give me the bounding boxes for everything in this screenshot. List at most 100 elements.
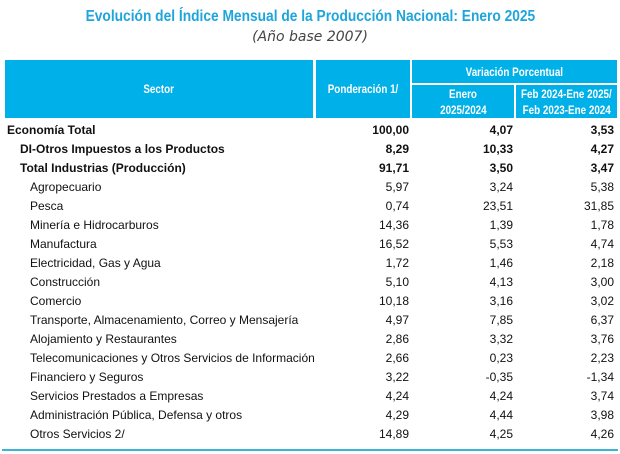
sector-cell: Telecomunicaciones y Otros Servicios de … xyxy=(30,351,315,365)
periodo-cell: 3,00 xyxy=(590,275,614,289)
header-periodo: Feb 2024-Ene 2025/ Feb 2023-Ene 2024 xyxy=(516,85,617,118)
sector-cell: Administración Pública, Defensa y otros xyxy=(30,408,243,422)
table-row: Agropecuario 5,97 3,24 5,38 xyxy=(0,178,620,197)
header-variacion: Variación Porcentual xyxy=(412,60,617,83)
table-row: Transporte, Almacenamiento, Correo y Men… xyxy=(0,311,620,330)
table-row: Pesca 0,74 23,51 31,85 xyxy=(0,197,620,216)
header-periodo-line2: Feb 2023-Ene 2024 xyxy=(522,102,611,117)
header-ponderacion-text: Ponderación 1/ xyxy=(327,82,399,96)
enero-cell: 3,32 xyxy=(489,332,513,346)
periodo-cell: 1,78 xyxy=(590,218,614,232)
table-row: Electricidad, Gas y Agua 1,72 1,46 2,18 xyxy=(0,254,620,273)
sector-cell: Construcción xyxy=(30,275,101,289)
ponderacion-cell: 16,52 xyxy=(378,237,409,251)
periodo-cell: 4,26 xyxy=(590,427,614,441)
table-row: Total Industrias (Producción) 91,71 3,50 3,… xyxy=(0,159,620,178)
header-periodo-line1: Feb 2024-Ene 2025/ xyxy=(521,86,612,101)
ponderacion-cell: 3,22 xyxy=(385,370,409,384)
ponderacion-cell: 2,66 xyxy=(385,351,409,365)
header-enero-line2: 2025/2024 xyxy=(439,102,487,117)
periodo-cell: 3,47 xyxy=(590,161,614,175)
periodo-cell: 31,85 xyxy=(583,199,614,213)
table-row: DI-Otros Impuestos a los Productos 8,29 10… xyxy=(0,140,620,159)
table-bottom-border xyxy=(2,449,618,451)
header-sector-text: Sector xyxy=(143,82,175,96)
ponderacion-cell: 10,18 xyxy=(378,294,409,308)
enero-cell: 4,44 xyxy=(489,408,513,422)
enero-cell: 1,39 xyxy=(489,218,513,232)
sector-cell: Servicios Prestados a Empresas xyxy=(30,389,204,403)
page-subtitle: (Año base 2007) xyxy=(252,29,368,45)
ponderacion-cell: 4,97 xyxy=(385,313,409,327)
page-title: Evolución del Índice Mensual de la Produ… xyxy=(0,7,620,27)
enero-cell: 4,24 xyxy=(489,389,513,403)
periodo-cell: 3,98 xyxy=(590,408,614,422)
periodo-cell: 3,53 xyxy=(590,123,614,137)
sector-cell: Electricidad, Gas y Agua xyxy=(30,256,161,270)
periodo-cell: 3,74 xyxy=(590,389,614,403)
enero-cell: 4,25 xyxy=(489,427,513,441)
table-row: Otros Servicios 2/14,89 4,25 4,26 xyxy=(0,425,620,444)
ponderacion-cell: 100,00 xyxy=(372,123,409,137)
sector-cell: Minería e Hidrocarburos xyxy=(30,218,159,232)
ponderacion-cell: 14,36 xyxy=(378,218,409,232)
header-variacion-text: Variación Porcentual xyxy=(465,64,564,79)
table-row: Servicios Prestados a Empresas 4,24 4,24 3,… xyxy=(0,387,620,406)
periodo-cell: 4,74 xyxy=(590,237,614,251)
page-title-text: Evolución del Índice Mensual de la Produ… xyxy=(85,8,535,25)
header-sector: Sector xyxy=(5,60,313,118)
enero-cell: 5,53 xyxy=(489,237,513,251)
ponderacion-cell: 5,97 xyxy=(385,180,409,194)
header-ponderacion: Ponderación 1/ xyxy=(316,60,410,118)
ponderacion-cell: 14,89 xyxy=(378,427,409,441)
enero-cell: 10,33 xyxy=(482,142,513,156)
periodo-cell: 3,02 xyxy=(590,294,614,308)
enero-cell: 3,16 xyxy=(489,294,513,308)
periodo-cell: 4,27 xyxy=(590,142,614,156)
periodo-cell: 3,76 xyxy=(590,332,614,346)
table-row: Construcción 5,10 4,13 3,00 xyxy=(0,273,620,292)
table-row: Manufactura 16,52 5,53 4,74 xyxy=(0,235,620,254)
enero-cell: 0,23 xyxy=(489,351,513,365)
sector-cell: Comercio xyxy=(30,294,82,308)
ponderacion-cell: 91,71 xyxy=(378,161,409,175)
enero-cell: 3,24 xyxy=(489,180,513,194)
ponderacion-cell: 4,29 xyxy=(385,408,409,422)
sector-cell: Total Industrias (Producción) xyxy=(20,161,186,175)
ponderacion-cell: 1,72 xyxy=(385,256,409,270)
enero-cell: 1,46 xyxy=(489,256,513,270)
sector-cell: Transporte, Almacenamiento, Correo y Men… xyxy=(30,313,299,327)
sector-cell: Pesca xyxy=(30,199,64,213)
table-row: Telecomunicaciones y Otros Servicios de … xyxy=(0,349,620,368)
sector-cell: Otros Servicios 2/ xyxy=(30,427,125,441)
enero-cell: 4,07 xyxy=(489,123,513,137)
table-row: Alojamiento y Restaurantes 2,86 3,32 3,76 xyxy=(0,330,620,349)
ponderacion-cell: 5,10 xyxy=(385,275,409,289)
ponderacion-cell: 0,74 xyxy=(385,199,409,213)
periodo-cell: 6,37 xyxy=(590,313,614,327)
sector-cell: Manufactura xyxy=(30,237,97,251)
sector-cell: Financiero y Seguros xyxy=(30,370,144,384)
table-row: Economía Total 100,00 4,07 3,53 xyxy=(0,121,620,140)
ponderacion-cell: 8,29 xyxy=(385,142,409,156)
header-enero: Enero 2025/2024 xyxy=(412,85,514,118)
periodo-cell: -1,34 xyxy=(586,370,614,384)
table-row: Minería e Hidrocarburos 14,36 1,39 1,78 xyxy=(0,216,620,235)
sector-cell: Economía Total xyxy=(7,123,96,137)
sector-cell: Agropecuario xyxy=(30,180,102,194)
enero-cell: 23,51 xyxy=(482,199,513,213)
enero-cell: -0,35 xyxy=(485,370,513,384)
periodo-cell: 2,18 xyxy=(590,256,614,270)
table-row: Administración Pública, Defensa y otros 4… xyxy=(0,406,620,425)
enero-cell: 7,85 xyxy=(489,313,513,327)
ponderacion-cell: 2,86 xyxy=(385,332,409,346)
table-row: Comercio 10,18 3,16 3,02 xyxy=(0,292,620,311)
enero-cell: 3,50 xyxy=(489,161,513,175)
sector-cell: Alojamiento y Restaurantes xyxy=(30,332,177,346)
periodo-cell: 2,23 xyxy=(590,351,614,365)
table-row: Financiero y Seguros 3,22 -0,35 -1,34 xyxy=(0,368,620,387)
sector-cell: DI-Otros Impuestos a los Productos xyxy=(20,142,225,156)
ponderacion-cell: 4,24 xyxy=(385,389,409,403)
periodo-cell: 5,38 xyxy=(590,180,614,194)
enero-cell: 4,13 xyxy=(489,275,513,289)
